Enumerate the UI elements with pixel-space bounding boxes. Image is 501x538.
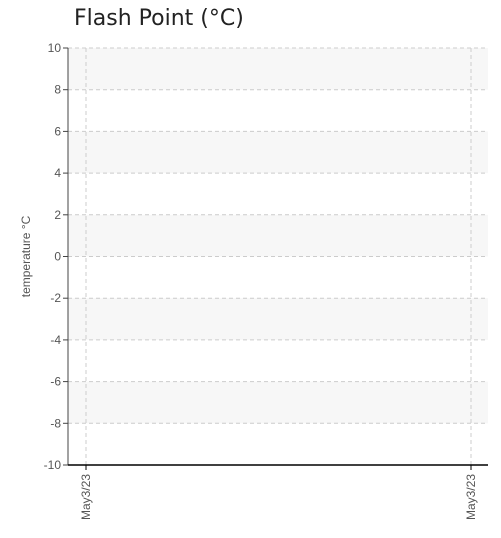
y-axis-ticks: 10 8 6 4 2 0 -2 -4 -6 -8 -10 <box>44 41 68 472</box>
background-band <box>68 214 488 257</box>
y-tick-label: 2 <box>54 208 61 222</box>
background-band <box>68 381 488 424</box>
y-tick-label: 0 <box>54 250 61 264</box>
background-band <box>68 298 488 340</box>
chart-title: Flash Point (°C) <box>74 6 244 31</box>
y-tick-label: 4 <box>54 166 61 180</box>
y-tick-label: -10 <box>44 458 62 472</box>
x-axis-ticks: May3/23 May3/23 <box>79 465 478 520</box>
y-tick-label: -2 <box>50 291 61 305</box>
y-tick-label: -6 <box>50 375 61 389</box>
y-tick-label: -4 <box>50 333 61 347</box>
background-band <box>68 48 488 90</box>
y-tick-label: -8 <box>50 416 61 430</box>
y-tick-label: 6 <box>54 124 61 138</box>
y-axis-title: temperature °C <box>19 215 33 297</box>
background-band <box>68 131 488 174</box>
x-tick-label: May3/23 <box>79 474 93 520</box>
y-tick-label: 10 <box>48 41 62 55</box>
background-bands <box>68 48 488 424</box>
x-tick-label: May3/23 <box>464 474 478 520</box>
y-tick-label: 8 <box>54 83 61 97</box>
horizontal-gridlines <box>68 47 488 424</box>
